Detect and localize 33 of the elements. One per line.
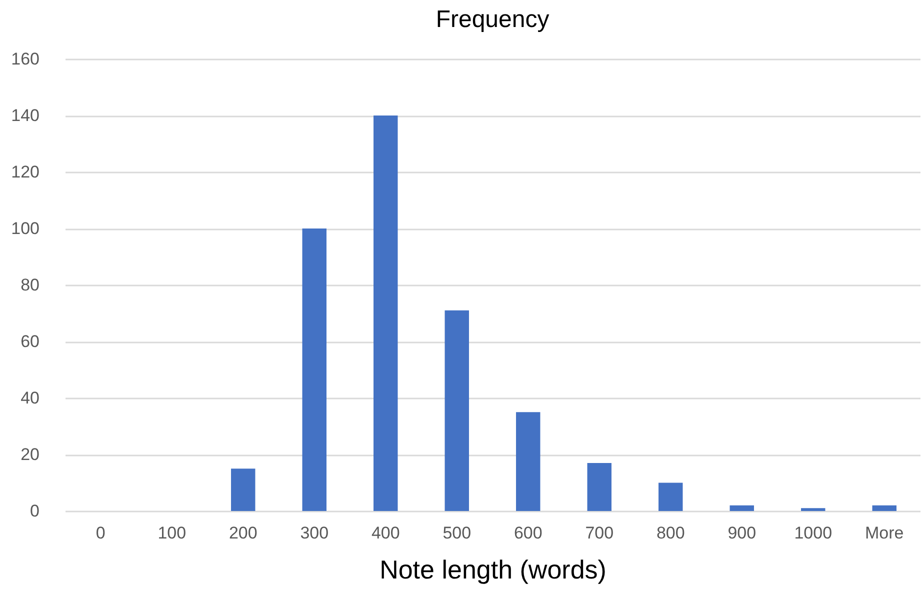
bar — [730, 505, 754, 511]
y-tick-label: 120 — [11, 162, 40, 182]
bar — [587, 462, 612, 511]
y-tick-label: 140 — [11, 106, 40, 125]
bar — [658, 482, 683, 511]
x-tick-label: 200 — [228, 524, 258, 542]
bar — [516, 412, 540, 511]
x-tick-label: 100 — [158, 524, 186, 542]
x-axis-title: Note length (words) — [380, 554, 606, 584]
bar — [374, 116, 398, 511]
bar — [231, 468, 256, 511]
x-tick-label: 500 — [442, 524, 472, 542]
bar — [872, 505, 896, 511]
x-tick-label: 700 — [585, 524, 614, 542]
y-tick-label: 0 — [30, 502, 40, 520]
x-tick-label: 0 — [96, 524, 106, 542]
x-tick-label: 600 — [514, 524, 542, 542]
y-tick-label: 40 — [20, 388, 40, 408]
bar — [302, 228, 326, 511]
y-tick-label: 60 — [20, 332, 40, 351]
y-tick-label: 20 — [20, 445, 40, 464]
chart-title: Frequency — [436, 6, 550, 33]
y-tick-label: 80 — [20, 276, 40, 294]
bar — [444, 310, 469, 511]
x-tick-label: More — [865, 524, 904, 542]
x-tick-label: 800 — [656, 524, 685, 542]
x-tick-label: 900 — [728, 524, 756, 542]
y-tick-label: 100 — [11, 219, 40, 238]
x-tick-label: 400 — [371, 524, 400, 542]
y-tick-label: 160 — [11, 50, 40, 68]
x-tick-label: 1000 — [794, 524, 832, 542]
bar — [801, 508, 826, 511]
x-tick-label: 300 — [300, 524, 329, 542]
